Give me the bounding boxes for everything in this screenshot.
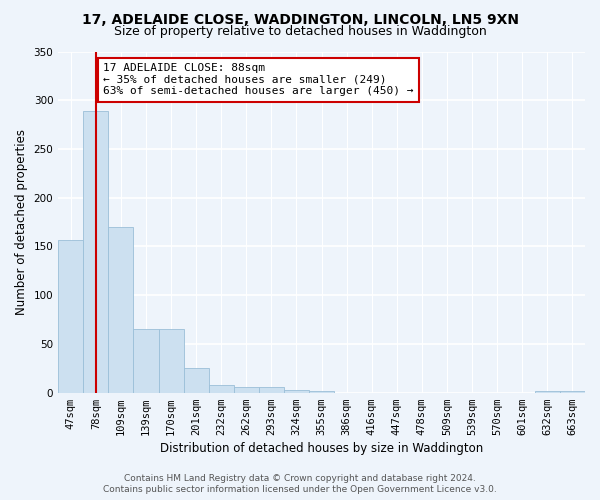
Bar (58, 240, 83, 392)
Y-axis label: Number of detached properties: Number of detached properties (15, 129, 28, 315)
Bar (309, 390, 334, 392)
Text: Contains HM Land Registry data © Crown copyright and database right 2024.
Contai: Contains HM Land Registry data © Crown c… (103, 474, 497, 494)
Bar (284, 390, 309, 392)
Bar (158, 330, 184, 392)
Bar (83, 111, 109, 392)
Bar (234, 387, 259, 392)
Bar (109, 227, 133, 392)
Bar (209, 385, 234, 392)
Bar (133, 330, 158, 392)
Text: Size of property relative to detached houses in Waddington: Size of property relative to detached ho… (113, 25, 487, 38)
Bar (560, 390, 585, 392)
Bar (184, 368, 209, 392)
Text: 17 ADELAIDE CLOSE: 88sqm
← 35% of detached houses are smaller (249)
63% of semi-: 17 ADELAIDE CLOSE: 88sqm ← 35% of detach… (103, 63, 414, 96)
Text: 17, ADELAIDE CLOSE, WADDINGTON, LINCOLN, LN5 9XN: 17, ADELAIDE CLOSE, WADDINGTON, LINCOLN,… (82, 12, 518, 26)
X-axis label: Distribution of detached houses by size in Waddington: Distribution of detached houses by size … (160, 442, 483, 455)
Bar (535, 390, 560, 392)
Bar (259, 387, 284, 392)
